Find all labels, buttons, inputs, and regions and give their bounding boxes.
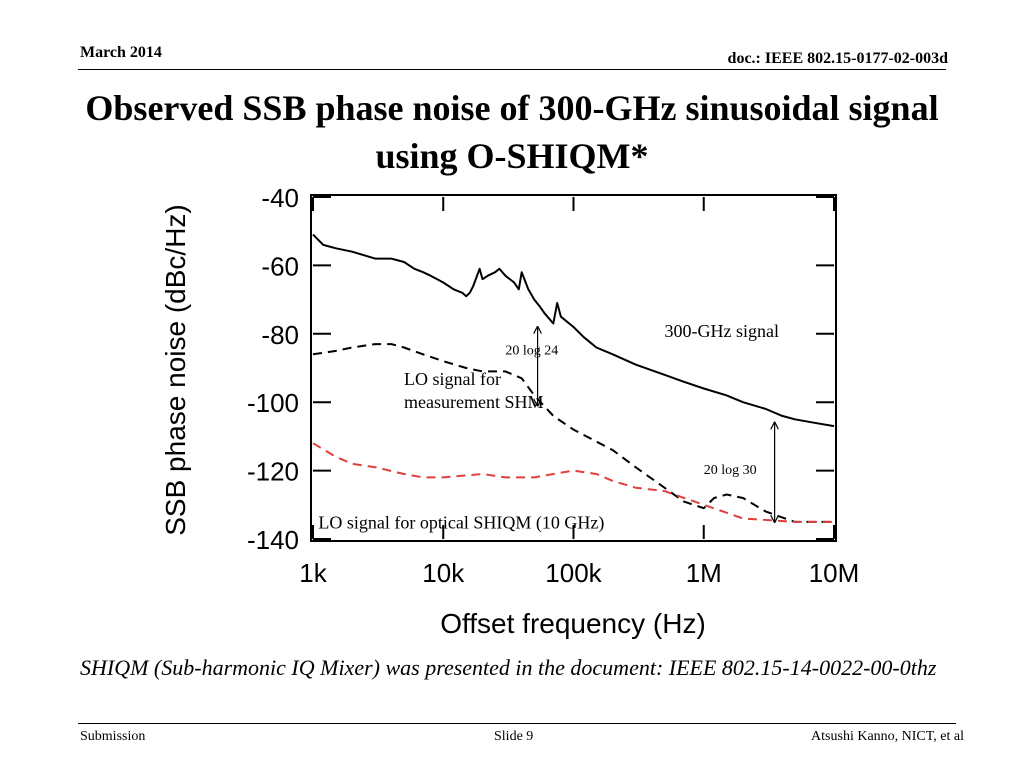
footer-divider: [78, 723, 956, 724]
header-doc-id: doc.: IEEE 802.15-0177-02-003d: [727, 50, 948, 67]
header-date: March 2014: [80, 44, 162, 61]
x-tick-label-0: 1k: [299, 558, 327, 588]
series-line-1: [312, 343, 834, 523]
y-tick-label-3: -100: [247, 388, 299, 418]
annotation-4: LO signal for optical SHIQM (10 GHz): [318, 513, 604, 534]
series-line-2: [312, 442, 834, 523]
y-tick-label-1: -60: [261, 251, 299, 281]
header-divider: [78, 69, 946, 70]
footnote: SHIQM (Sub-harmonic IQ Mixer) was presen…: [80, 655, 937, 680]
series-line-0: [312, 233, 835, 428]
annotation-2-line2: measurement SHM: [404, 392, 543, 412]
annotation-1: 20 log 24: [505, 343, 558, 358]
y-tick-label-4: -120: [247, 457, 299, 487]
annotation-2: LO signal for: [404, 369, 501, 389]
y-tick-label-5: -140: [247, 525, 299, 555]
y-tick-label-2: -80: [261, 320, 299, 350]
x-axis-label: Offset frequency (Hz): [440, 608, 706, 639]
slide-title: Observed SSB phase noise of 300-GHz sinu…: [85, 88, 939, 176]
x-tick-label-2: 100k: [545, 558, 602, 588]
footer-submission: Submission: [80, 729, 146, 744]
y-tick-label-0: -40: [261, 183, 299, 213]
footer-author: Atsushi Kanno, NICT, et al: [811, 729, 964, 744]
x-tick-label-4: 10M: [809, 558, 860, 588]
y-axis-label: SSB phase noise (dBc/Hz): [160, 204, 191, 536]
x-tick-label-1: 10k: [422, 558, 465, 588]
annotation-0: 300-GHz signal: [665, 321, 779, 341]
annotation-3: 20 log 30: [704, 463, 757, 478]
footer-slide-number: Slide 9: [494, 729, 534, 744]
plot-frame: [310, 194, 837, 542]
x-tick-label-3: 1M: [686, 558, 722, 588]
